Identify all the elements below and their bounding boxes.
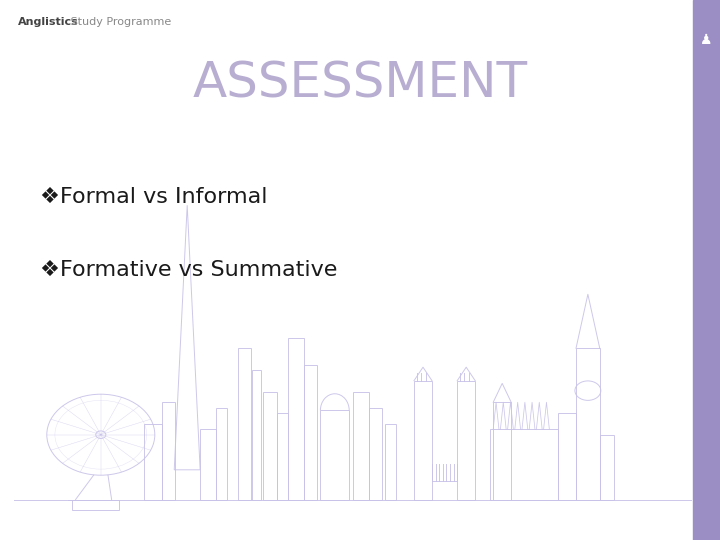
- Bar: [600, 435, 614, 500]
- Bar: [252, 370, 261, 500]
- Text: ♟: ♟: [701, 33, 713, 48]
- Bar: [457, 381, 475, 500]
- Bar: [385, 424, 396, 500]
- Bar: [238, 348, 251, 500]
- Text: ❖Formative vs Summative: ❖Formative vs Summative: [40, 260, 337, 280]
- Bar: [490, 429, 558, 500]
- Bar: [493, 402, 511, 500]
- Bar: [304, 364, 317, 500]
- Bar: [72, 500, 119, 510]
- Bar: [369, 408, 382, 500]
- Bar: [576, 348, 600, 500]
- Bar: [277, 413, 288, 500]
- Bar: [693, 0, 720, 540]
- Bar: [353, 392, 369, 500]
- Bar: [162, 402, 175, 500]
- Bar: [288, 338, 304, 500]
- Bar: [144, 424, 162, 500]
- Text: Study Programme: Study Programme: [67, 17, 171, 28]
- Bar: [558, 413, 576, 500]
- Text: ASSESSMENT: ASSESSMENT: [192, 60, 528, 107]
- Bar: [200, 429, 216, 500]
- Text: ❖Formal vs Informal: ❖Formal vs Informal: [40, 187, 267, 207]
- Bar: [263, 392, 277, 500]
- Bar: [320, 410, 349, 500]
- Text: Anglistics: Anglistics: [18, 17, 78, 28]
- Bar: [216, 408, 227, 500]
- Bar: [414, 381, 432, 500]
